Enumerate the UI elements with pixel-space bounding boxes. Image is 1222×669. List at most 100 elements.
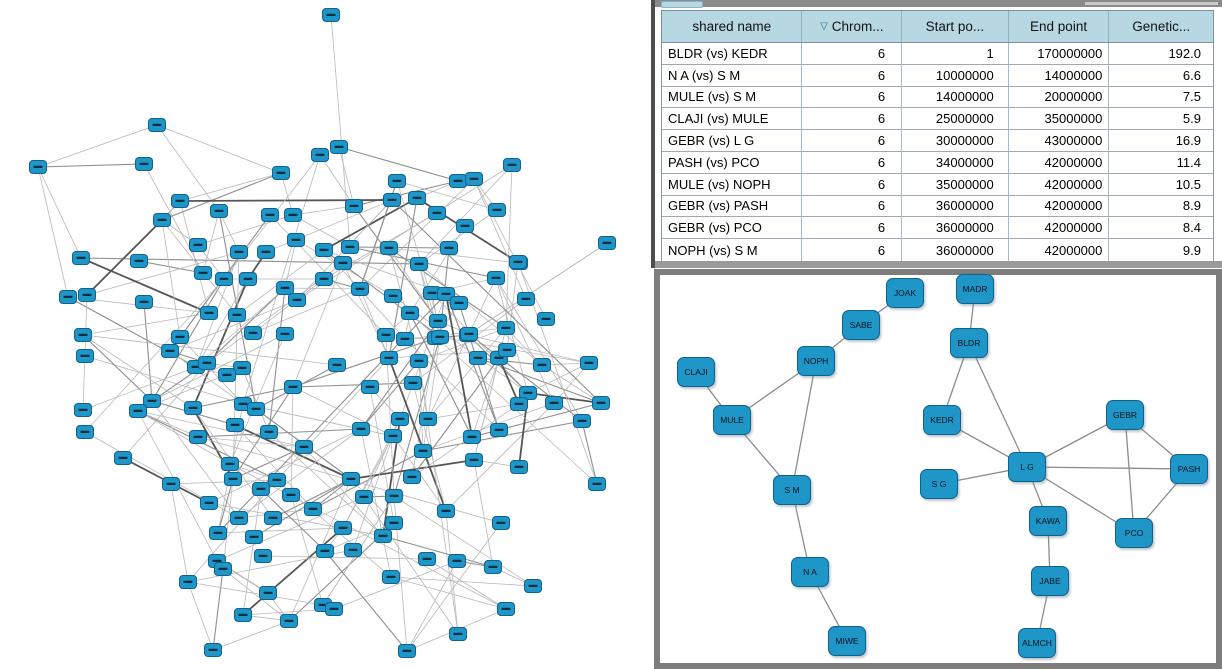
- edge[interactable]: [468, 333, 583, 422]
- edge[interactable]: [161, 172, 282, 221]
- node-noph[interactable]: NOPH: [797, 346, 835, 376]
- edge[interactable]: [353, 180, 459, 207]
- edge[interactable]: [359, 288, 390, 359]
- table-cell[interactable]: 42000000: [1008, 151, 1110, 174]
- table-cell[interactable]: 192.0: [1109, 43, 1213, 65]
- edge[interactable]: [473, 178, 527, 300]
- col-header-start-point[interactable]: Start po...: [902, 11, 1009, 42]
- node-l-g[interactable]: L G: [1008, 452, 1046, 482]
- col-header-end-point[interactable]: End point: [1008, 11, 1110, 42]
- table-row[interactable]: N A (vs) S M 6 10000000 14000000 6.6: [662, 64, 1213, 87]
- node-kedr[interactable]: KEDR: [923, 405, 961, 435]
- edge[interactable]: [409, 312, 473, 438]
- node-madr[interactable]: MADR: [956, 274, 994, 304]
- node-joak[interactable]: JOAK: [886, 278, 924, 308]
- edge[interactable]: [260, 488, 326, 552]
- table-row[interactable]: PASH (vs) PCO 6 34000000 42000000 11.4: [662, 151, 1213, 174]
- node-miwe[interactable]: MIWE: [828, 626, 866, 656]
- edge[interactable]: [195, 278, 249, 368]
- table-row[interactable]: GEBR (vs) L G 6 30000000 43000000 16.9: [662, 130, 1213, 152]
- table-cell[interactable]: 36000000: [902, 239, 1009, 261]
- table-cell[interactable]: 6: [802, 217, 903, 240]
- table-cell[interactable]: 36000000: [902, 195, 1009, 218]
- edge[interactable]: [495, 277, 555, 404]
- node-almch[interactable]: ALMCH: [1018, 628, 1056, 658]
- edge[interactable]: [292, 262, 344, 388]
- edge[interactable]: [342, 262, 390, 359]
- edge[interactable]: [222, 568, 290, 622]
- node-jabe[interactable]: JABE: [1031, 566, 1069, 596]
- table-cell[interactable]: GEBR (vs) PASH: [662, 195, 803, 218]
- edge[interactable]: [179, 336, 244, 405]
- edge[interactable]: [527, 362, 590, 394]
- edge[interactable]: [495, 277, 529, 394]
- edge[interactable]: [84, 355, 244, 405]
- edge[interactable]: [276, 357, 390, 481]
- edge[interactable]: [360, 360, 420, 430]
- table-cell[interactable]: 6: [802, 86, 903, 109]
- table-cell[interactable]: 14000000: [902, 86, 1009, 109]
- edge[interactable]: [192, 278, 249, 409]
- edge[interactable]: [427, 277, 497, 420]
- edge[interactable]: [467, 334, 590, 364]
- edge[interactable]: [268, 287, 286, 433]
- edge[interactable]: [265, 199, 393, 253]
- edge[interactable]: [418, 327, 507, 362]
- table-cell[interactable]: MULE (vs) S M: [662, 86, 803, 109]
- table-cell[interactable]: PASH (vs) PCO: [662, 151, 803, 174]
- edge[interactable]: [319, 154, 355, 207]
- node-gebr[interactable]: GEBR: [1106, 400, 1144, 430]
- table-tab[interactable]: [661, 1, 703, 8]
- edge[interactable]: [143, 163, 204, 274]
- edge[interactable]: [82, 312, 210, 336]
- edge[interactable]: [169, 299, 298, 352]
- edge[interactable]: [151, 400, 240, 519]
- edge[interactable]: [427, 336, 441, 420]
- table-cell[interactable]: 5.9: [1109, 108, 1213, 131]
- edge[interactable]: [137, 410, 305, 448]
- col-header-chromosome[interactable]: ▽ Chrom...: [802, 11, 903, 42]
- edge[interactable]: [242, 488, 262, 616]
- edge[interactable]: [349, 246, 450, 249]
- edge[interactable]: [170, 483, 189, 583]
- edge[interactable]: [303, 446, 384, 537]
- edge[interactable]: [359, 178, 475, 290]
- node-sabe[interactable]: SABE: [842, 310, 880, 340]
- edge[interactable]: [292, 386, 394, 437]
- edge[interactable]: [338, 146, 459, 182]
- edge-NOPH-S M[interactable]: [791, 360, 817, 491]
- table-cell[interactable]: 8.4: [1109, 217, 1213, 240]
- table-row[interactable]: MULE (vs) S M 6 14000000 20000000 7.5: [662, 86, 1213, 109]
- table-cell[interactable]: N A (vs) S M: [662, 64, 803, 87]
- table-cell[interactable]: 35000000: [1008, 108, 1110, 131]
- h-scrollbar-thumb[interactable]: [1085, 2, 1218, 5]
- edge[interactable]: [206, 287, 286, 364]
- edge-GEBR-PCO[interactable]: [1124, 414, 1135, 534]
- edge[interactable]: [37, 166, 69, 298]
- table-cell[interactable]: 42000000: [1008, 217, 1110, 240]
- table-cell[interactable]: 6: [802, 173, 903, 196]
- edge[interactable]: [37, 166, 82, 259]
- edge[interactable]: [323, 197, 418, 251]
- edge[interactable]: [390, 576, 534, 587]
- table-cell[interactable]: 36000000: [902, 217, 1009, 240]
- edge[interactable]: [217, 478, 234, 534]
- edge[interactable]: [495, 277, 583, 422]
- edge[interactable]: [216, 496, 365, 562]
- edge-BLDR-L G[interactable]: [968, 342, 1028, 468]
- table-cell[interactable]: 6: [802, 64, 903, 87]
- table-row[interactable]: NOPH (vs) S M 6 36000000 42000000 9.9: [662, 239, 1213, 261]
- table-cell[interactable]: 14000000: [1008, 64, 1110, 87]
- edge[interactable]: [187, 581, 324, 606]
- edge[interactable]: [333, 560, 458, 610]
- node-s-g[interactable]: S G: [920, 469, 958, 499]
- edge[interactable]: [388, 247, 420, 362]
- table-cell[interactable]: 6: [802, 151, 903, 174]
- edge[interactable]: [137, 410, 199, 438]
- edge[interactable]: [390, 576, 507, 610]
- node-kawa[interactable]: KAWA: [1029, 506, 1067, 536]
- node-pash[interactable]: PASH: [1170, 454, 1208, 484]
- table-row[interactable]: BLDR (vs) KEDR 6 1 170000000 192.0: [662, 43, 1213, 65]
- edge[interactable]: [406, 560, 458, 652]
- table-cell[interactable]: 6: [802, 130, 903, 152]
